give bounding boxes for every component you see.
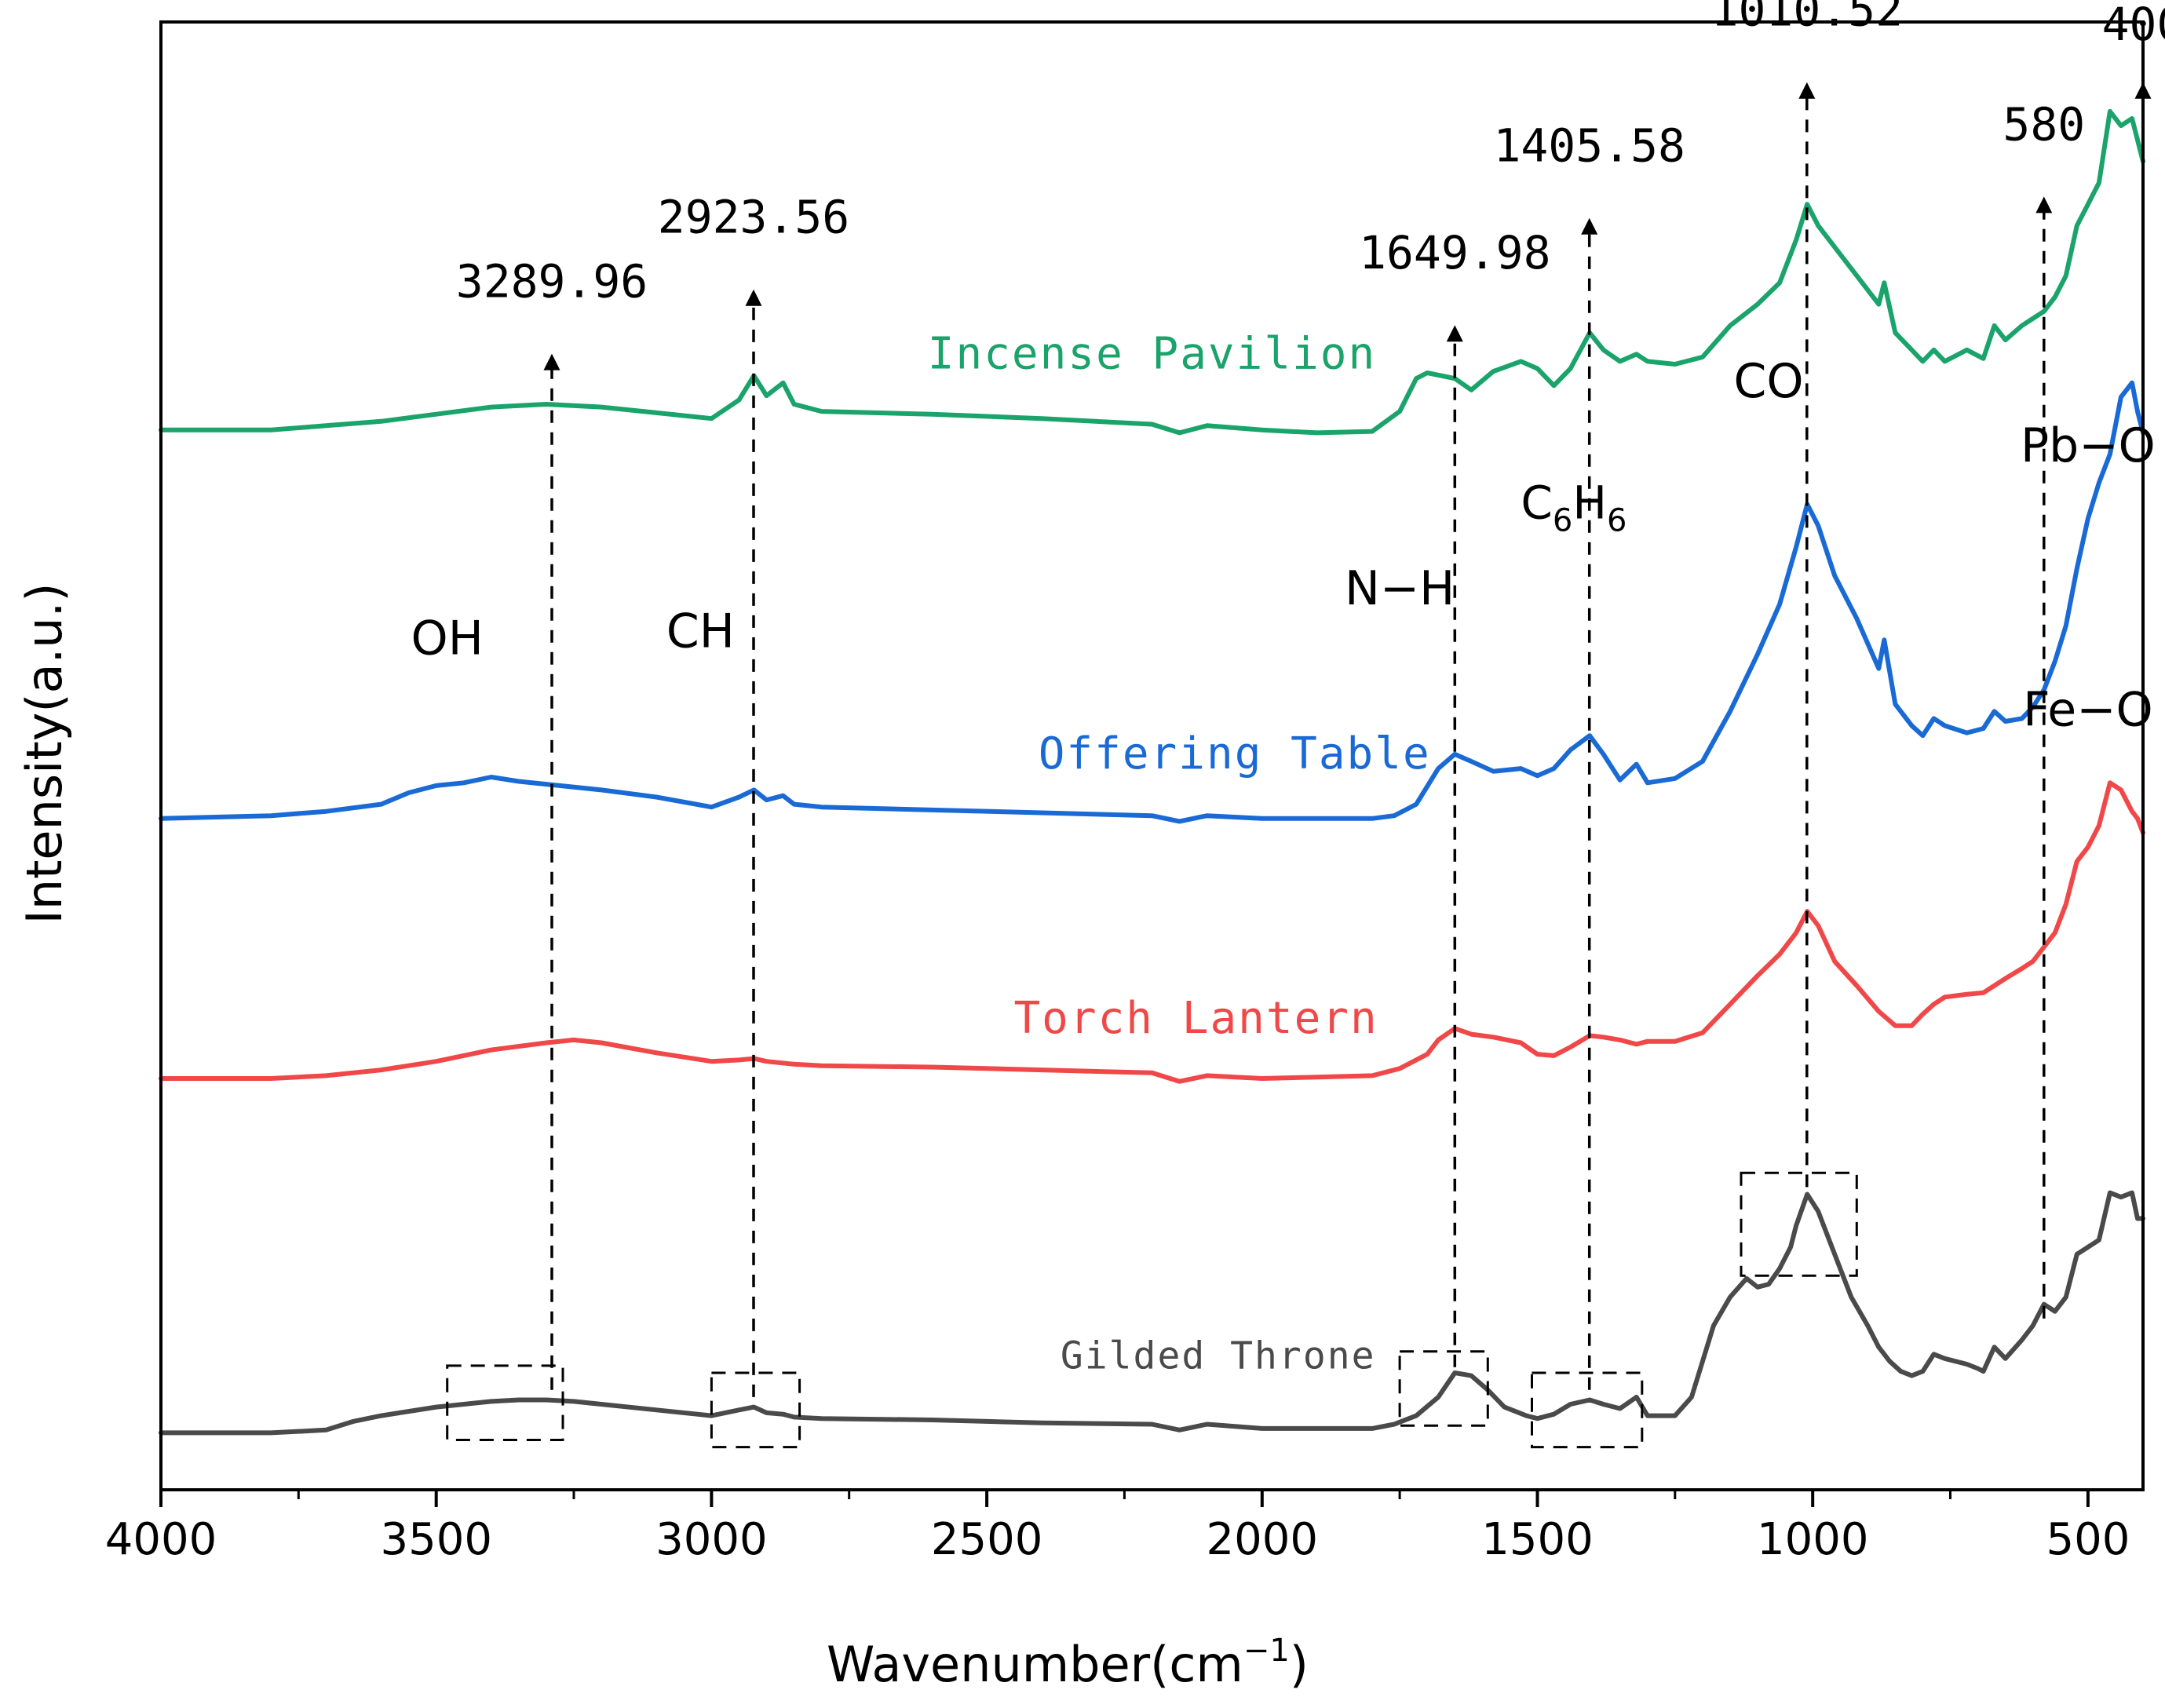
y-axis-title: Intensity(a.u.) (16, 583, 73, 925)
series-label-gilded-throne: Gilded Throne (1061, 1334, 1376, 1378)
x-tick-label-2500: 2500 (931, 1514, 1043, 1565)
benzene-label-c: C (1521, 476, 1553, 530)
x-axis-unit-open: (cm (1150, 1636, 1243, 1693)
x-tick-label-1500: 1500 (1481, 1514, 1594, 1565)
highlight-box (1398, 1350, 1489, 1427)
peak-label-3289-96: 3289.96 (456, 255, 648, 308)
x-axis-unit-exponent: −1 (1243, 1633, 1290, 1669)
x-tick-label-3000: 3000 (655, 1514, 768, 1565)
highlight-box (1531, 1371, 1644, 1449)
highlight-box (1740, 1171, 1858, 1277)
benzene-label-sub2: 6 (1607, 503, 1626, 539)
benzene-label: C6H6 (1521, 476, 1626, 539)
x-axis: 4000 3500 3000 2500 2000 1500 1000 500 (105, 1490, 2130, 1565)
series-line-torch-lantern (159, 780, 2145, 1084)
series-line-offering-table (159, 380, 2145, 824)
peak-label-1010-52: 1010.52 (1711, 0, 1903, 37)
peak-label-1405-58: 1405.58 (1493, 119, 1685, 173)
benzene-label-sub1: 6 (1553, 503, 1572, 539)
peak-label-400: 400 (2102, 0, 2165, 51)
group-label-oh: OH (411, 611, 484, 666)
peak-label-1649-98: 1649.98 (1359, 226, 1550, 279)
x-axis-title-name: Wavenumber (827, 1636, 1151, 1693)
highlight-box (710, 1371, 801, 1449)
group-label-co: CO (1734, 354, 1804, 409)
group-label-ch: CH (666, 604, 735, 659)
benzene-label-h: H (1572, 476, 1607, 530)
group-label-pb-o: Pb−O (2021, 418, 2156, 473)
x-tick-label-500: 500 (2046, 1514, 2130, 1565)
series-line-incense-pavilion (159, 108, 2145, 436)
series-label-incense-pavilion: Incense Pavilion (928, 329, 1376, 380)
x-tick-label-4000: 4000 (105, 1514, 217, 1565)
x-axis-title: Wavenumber(cm−1) (827, 1633, 1309, 1693)
group-label-fe-o: Fe−O (2023, 683, 2153, 738)
series-label-offering-table: Offering Table (1039, 728, 1431, 779)
plot-frame (159, 20, 2145, 1491)
highlight-box (446, 1364, 564, 1442)
x-tick-label-2000: 2000 (1207, 1514, 1319, 1565)
group-label-n-h: N−H (1345, 561, 1455, 616)
series-layer: Incense Pavilion Offering Table Torch Lant… (159, 108, 2145, 1436)
x-tick-label-3500: 3500 (380, 1514, 492, 1565)
x-tick-label-1000: 1000 (1757, 1514, 1869, 1565)
x-axis-unit-close: ) (1290, 1636, 1309, 1693)
series-label-torch-lantern: Torch Lantern (1013, 993, 1378, 1044)
series-line-gilded-throne (159, 1190, 2145, 1436)
peak-label-2923-56: 2923.56 (658, 191, 849, 244)
peak-label-580: 580 (2003, 97, 2085, 151)
